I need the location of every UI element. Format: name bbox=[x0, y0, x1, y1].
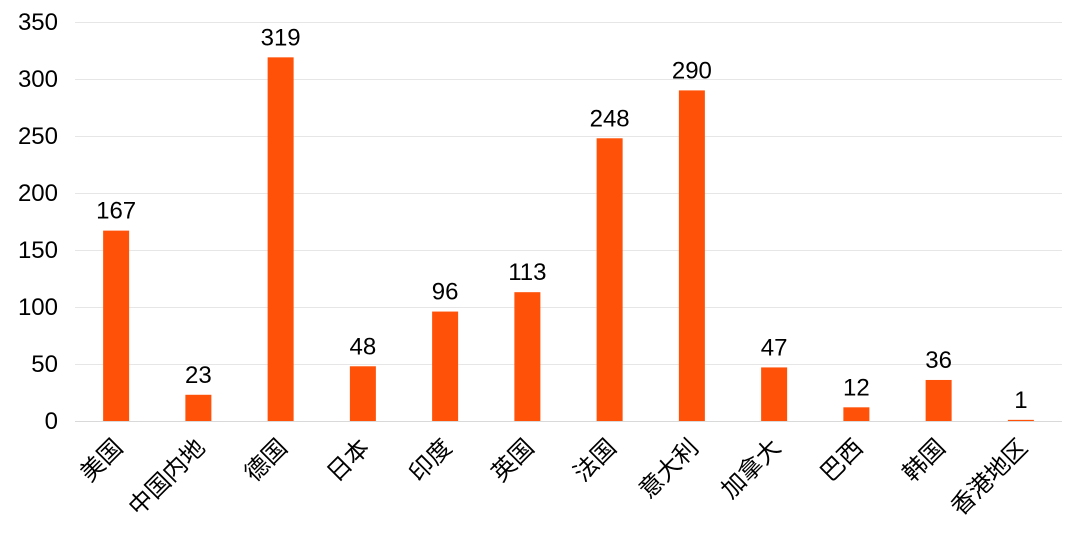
bar bbox=[596, 138, 623, 421]
category-label: 英国 bbox=[486, 433, 540, 487]
data-label: 96 bbox=[432, 279, 459, 306]
data-label: 290 bbox=[672, 57, 712, 84]
bar bbox=[103, 230, 130, 421]
category-label: 日本 bbox=[321, 433, 375, 487]
y-tick-label: 200 bbox=[18, 180, 58, 207]
category-label: 加拿大 bbox=[716, 433, 787, 504]
bar bbox=[267, 57, 294, 422]
y-tick-label: 250 bbox=[18, 123, 58, 150]
gridlines bbox=[75, 22, 1062, 422]
data-label: 319 bbox=[261, 24, 301, 51]
bar bbox=[349, 366, 376, 421]
data-label: 23 bbox=[185, 362, 212, 389]
category-label: 德国 bbox=[239, 433, 293, 487]
category-label: 美国 bbox=[75, 433, 129, 487]
y-tick-label: 300 bbox=[18, 66, 58, 93]
category-label: 韩国 bbox=[897, 433, 951, 487]
bar bbox=[761, 367, 788, 421]
category-label: 巴西 bbox=[815, 433, 869, 487]
y-tick-label: 350 bbox=[18, 9, 58, 36]
bar bbox=[925, 379, 952, 421]
data-label: 113 bbox=[508, 259, 546, 286]
y-tick-label: 50 bbox=[31, 351, 58, 378]
y-tick-label: 150 bbox=[18, 237, 58, 264]
bar bbox=[185, 394, 212, 421]
y-tick-label: 100 bbox=[18, 294, 58, 321]
y-axis-tick-labels: 0 50 100 150 200 250 300 350 bbox=[18, 9, 58, 435]
category-label: 香港地区 bbox=[945, 433, 1033, 521]
bar bbox=[514, 292, 541, 421]
data-label: 167 bbox=[96, 198, 136, 225]
data-label: 12 bbox=[843, 374, 870, 401]
bar bbox=[1007, 419, 1034, 421]
data-label: 1 bbox=[1014, 387, 1027, 414]
data-label: 47 bbox=[761, 334, 788, 361]
bars bbox=[103, 57, 1034, 422]
data-labels: 167 23 319 48 96 113 248 290 47 12 36 1 bbox=[96, 24, 1027, 414]
bar bbox=[678, 90, 705, 422]
category-label: 印度 bbox=[404, 433, 458, 487]
data-label: 36 bbox=[925, 347, 952, 374]
bar bbox=[843, 407, 870, 421]
category-label: 法国 bbox=[568, 433, 622, 487]
data-label: 48 bbox=[350, 333, 377, 360]
bar bbox=[432, 311, 459, 421]
y-tick-label: 0 bbox=[45, 408, 58, 435]
category-label: 意大利 bbox=[633, 433, 704, 504]
category-label: 中国内地 bbox=[123, 433, 211, 521]
data-label: 248 bbox=[590, 105, 630, 132]
